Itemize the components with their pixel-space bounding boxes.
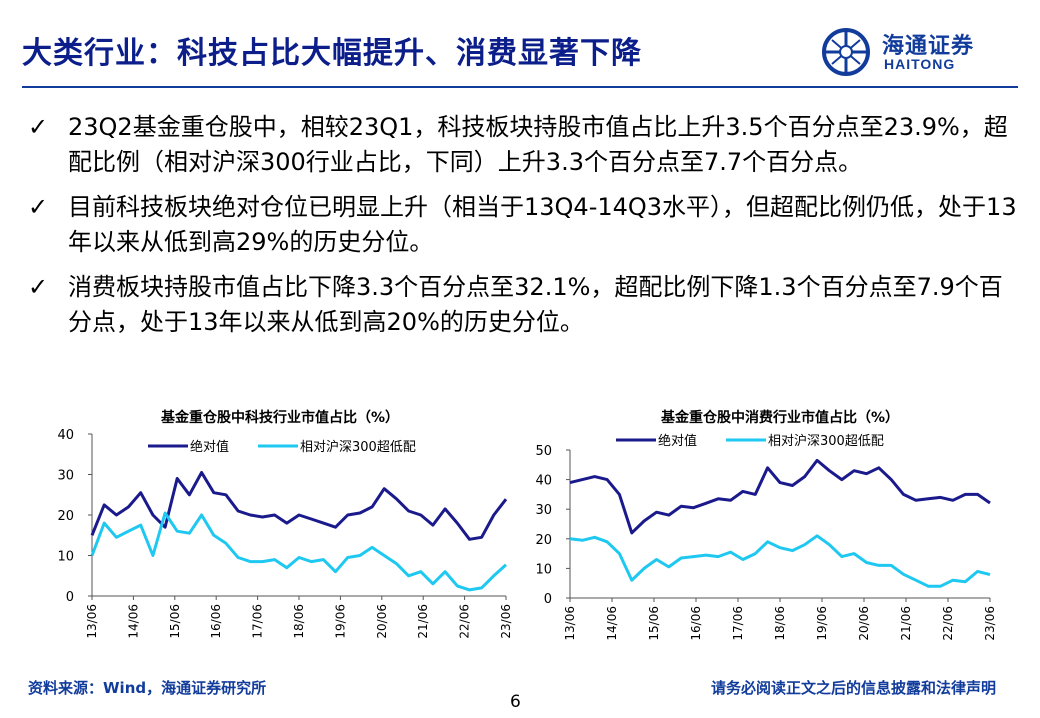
x-tick-label: 22/06 [941,606,955,641]
legend-label: 相对沪深300超低配 [768,433,884,449]
x-tick-label: 19/06 [815,606,829,641]
series-line [90,511,508,592]
logo: 海通证券 HAITONG [818,26,1018,78]
x-tick-label: 20/06 [375,604,389,639]
chart-title: 基金重仓股中消费行业市值占比（%） [661,409,899,426]
x-tick-label: 16/06 [689,606,703,641]
x-tick-label: 17/06 [251,604,265,639]
y-tick-label: 10 [535,562,552,577]
legend-label: 绝对值 [190,439,229,455]
x-tick-label: 14/06 [126,604,140,639]
legend-label: 绝对值 [658,433,697,449]
bullet-item: ✓ 23Q2基金重仓股中，相较23Q1，科技板块持股市值占比上升3.5个百分点至… [28,110,1018,180]
bullet-text: 23Q2基金重仓股中，相较23Q1，科技板块持股市值占比上升3.5个百分点至23… [68,113,1008,176]
bullet-item: ✓ 目前科技板块绝对仓位已明显上升（相当于13Q4-14Q3水平），但超配比例仍… [28,190,1018,260]
chart-title: 基金重仓股中科技行业市值占比（%） [161,409,399,426]
series-line [90,471,508,541]
y-tick-label: 30 [535,503,552,518]
series-line [569,534,991,588]
x-tick-label: 18/06 [773,606,787,641]
disclaimer-note: 请务必阅读正文之后的信息披露和法律声明 [710,679,996,697]
logo-text-cn: 海通证券 [882,33,975,59]
x-tick-label: 17/06 [731,606,745,641]
bullet-item: ✓ 消费板块持股市值占比下降3.3个百分点至32.1%，超配比例下降1.3个百分… [28,270,1018,340]
charts-area: 基金重仓股中科技行业市值占比（%） 0 10 20 30 40 13/06 14/06 15/0… [0,400,1040,662]
y-tick-label: 20 [535,533,552,548]
x-tick-label: 14/06 [605,606,619,641]
x-tick-label: 19/06 [333,604,347,639]
x-tick-label: 13/06 [563,606,577,641]
bullet-text: 消费板块持股市值占比下降3.3个百分点至32.1%，超配比例下降1.3个百分点至… [68,273,1003,336]
haitong-logo-icon [822,28,870,76]
y-tick-label: 50 [535,444,552,459]
check-icon: ✓ [28,113,49,141]
chart-consumer: 基金重仓股中消费行业市值占比（%） 0 10 20 30 40 50 13/06 14/06 15… [535,409,997,641]
x-tick-label: 15/06 [168,604,182,639]
bullet-list: ✓ 23Q2基金重仓股中，相较23Q1，科技板块持股市值占比上升3.5个百分点至… [28,110,1018,350]
y-tick-label: 40 [57,428,74,443]
logo-text-en: HAITONG [884,56,956,72]
x-tick-label: 13/06 [85,604,99,639]
x-tick-label: 23/06 [983,606,997,641]
x-tick-label: 18/06 [292,604,306,639]
y-tick-label: 10 [57,550,74,565]
page-number: 6 [510,692,521,712]
check-icon: ✓ [28,273,49,301]
x-tick-label: 15/06 [647,606,661,641]
source-note: 资料来源：Wind，海通证券研究所 [28,679,267,697]
bullet-text: 目前科技板块绝对仓位已明显上升（相当于13Q4-14Q3水平），但超配比例仍低，… [68,193,1017,256]
x-tick-label: 21/06 [899,606,913,641]
y-tick-label: 30 [57,469,74,484]
x-tick-label: 20/06 [857,606,871,641]
y-tick-label: 20 [57,509,74,524]
chart-tech: 基金重仓股中科技行业市值占比（%） 0 10 20 30 40 13/06 14/06 15/0… [57,409,513,639]
x-tick-label: 22/06 [458,604,472,639]
y-tick-label: 40 [535,474,552,489]
series-line [569,458,991,535]
legend-label: 相对沪深300超低配 [300,439,416,455]
x-tick-label: 23/06 [499,604,513,639]
header-divider [22,86,1018,88]
page-title: 大类行业：科技占比大幅提升、消费显著下降 [22,36,642,71]
y-tick-label: 0 [66,590,74,605]
x-tick-label: 21/06 [416,604,430,639]
x-tick-label: 16/06 [209,604,223,639]
y-tick-label: 0 [544,592,552,607]
check-icon: ✓ [28,193,49,221]
